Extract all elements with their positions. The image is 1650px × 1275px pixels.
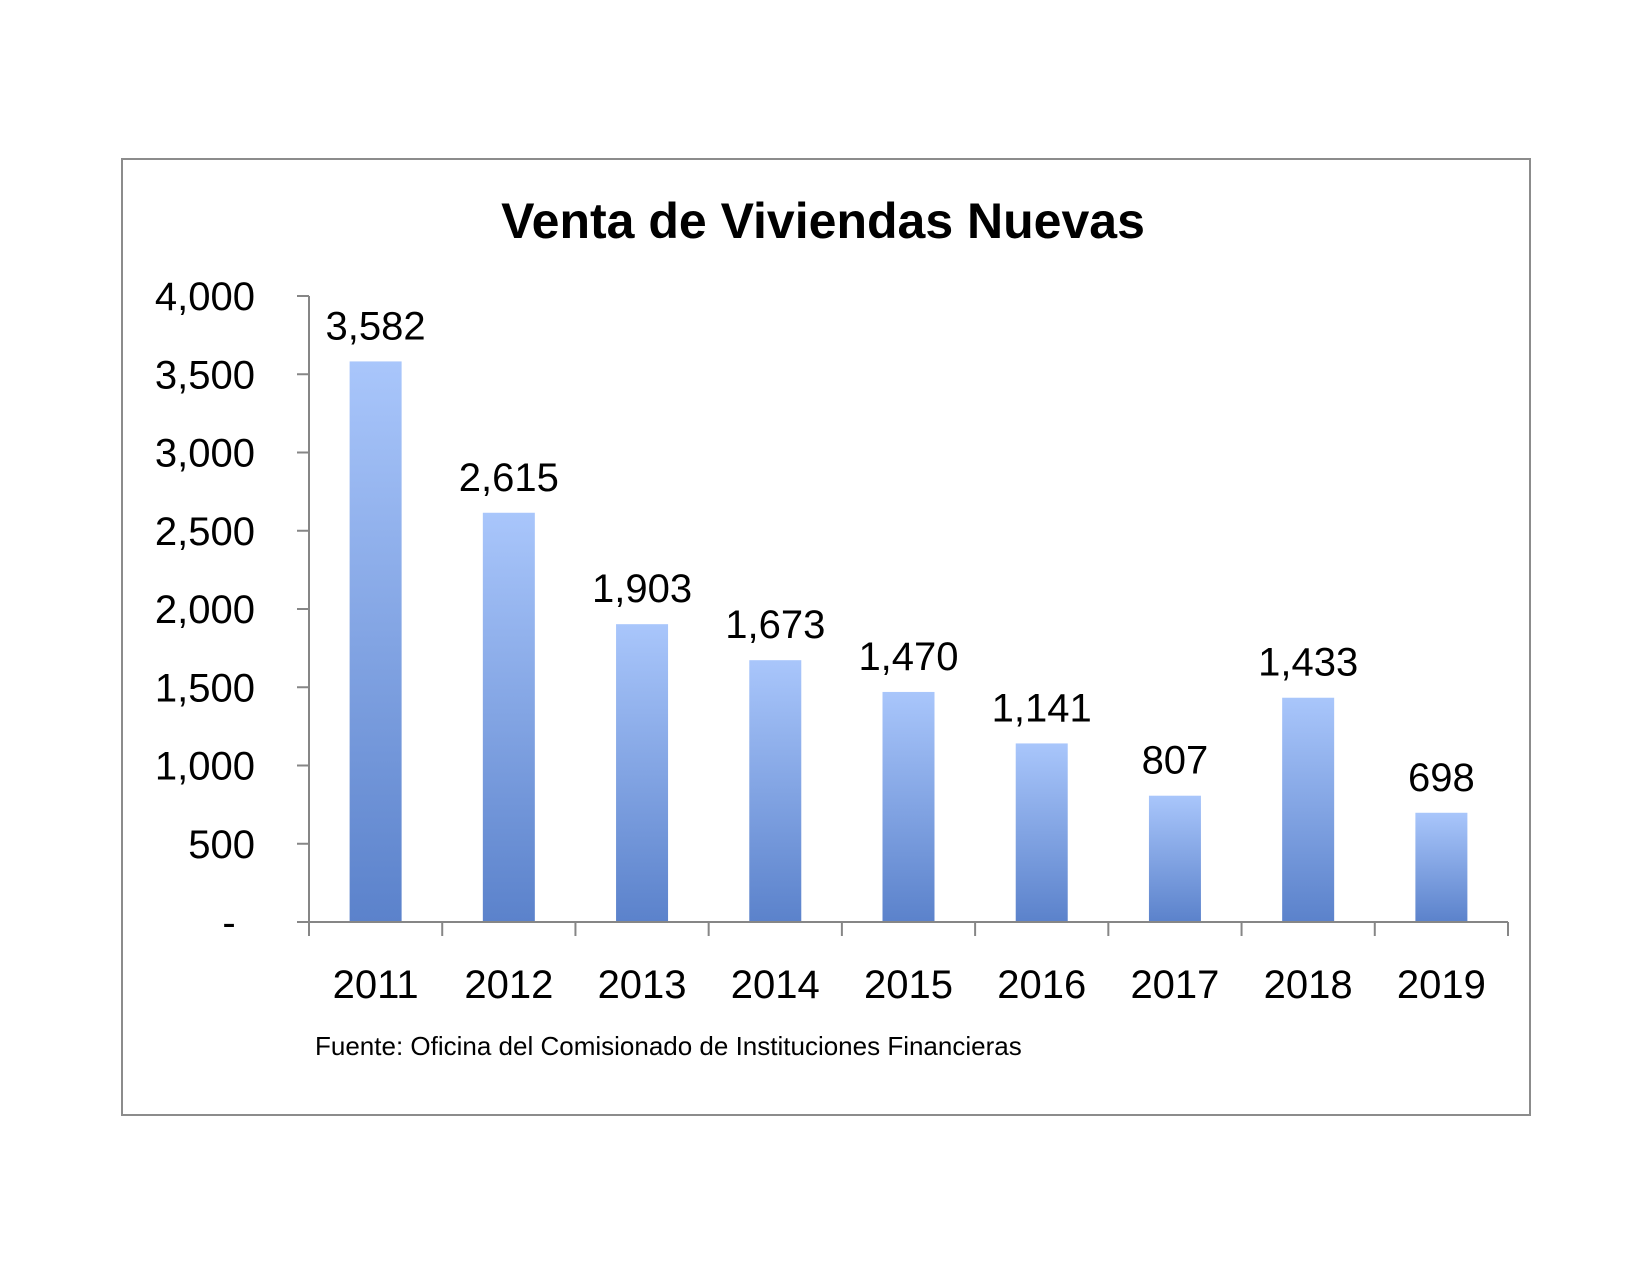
y-tick-label: 4,000 bbox=[155, 275, 255, 319]
y-tick-label: - bbox=[222, 901, 235, 945]
y-tick-label: 500 bbox=[188, 823, 255, 867]
x-axis: 2011 2012 2013 2014 2015 2016 2017 2018 2019 bbox=[297, 921, 1509, 1007]
y-axis: - 500 1,000 1,500 2,000 2,500 3,000 3,500 4,000 bbox=[155, 275, 310, 945]
bar-2018 bbox=[1282, 697, 1335, 922]
data-label-2017: 807 bbox=[1142, 739, 1209, 783]
x-tick-label-2018: 2018 bbox=[1264, 963, 1353, 1007]
data-label-2011: 3,582 bbox=[326, 304, 426, 348]
y-tick-label: 2,000 bbox=[155, 588, 255, 632]
y-tick-label: 3,500 bbox=[155, 353, 255, 397]
bar-2011 bbox=[349, 361, 402, 922]
x-tick-label-2019: 2019 bbox=[1397, 963, 1486, 1007]
data-labels: 3,582 2,615 1,903 1,673 1,470 1,141 807 1,433 69… bbox=[326, 304, 1475, 799]
data-label-2019: 698 bbox=[1408, 756, 1475, 800]
y-tick-label: 2,500 bbox=[155, 510, 255, 554]
y-tick-label: 1,500 bbox=[155, 666, 255, 710]
y-tick-label: 1,000 bbox=[155, 745, 255, 789]
data-label-2018: 1,433 bbox=[1258, 641, 1358, 685]
source-note: Fuente: Oficina del Comisionado de Insti… bbox=[315, 1031, 1022, 1061]
bar-2015 bbox=[882, 691, 935, 922]
x-tick-label-2013: 2013 bbox=[598, 963, 687, 1007]
bar-2014 bbox=[749, 660, 802, 922]
bar-2013 bbox=[616, 624, 669, 922]
bar-2016 bbox=[1015, 743, 1068, 922]
x-tick-label-2015: 2015 bbox=[864, 963, 953, 1007]
x-tick-label-2017: 2017 bbox=[1130, 963, 1219, 1007]
bar-chart: Venta de Viviendas Nuevas - 500 1,000 1,500… bbox=[155, 193, 1509, 1061]
x-tick-label-2011: 2011 bbox=[333, 963, 419, 1007]
data-label-2015: 1,470 bbox=[858, 635, 958, 679]
y-tick-label: 3,000 bbox=[155, 432, 255, 476]
chart-title: Venta de Viviendas Nuevas bbox=[501, 193, 1145, 249]
data-label-2016: 1,141 bbox=[992, 686, 1092, 730]
x-tick-label-2014: 2014 bbox=[731, 963, 820, 1007]
x-tick-label-2012: 2012 bbox=[464, 963, 553, 1007]
data-label-2014: 1,673 bbox=[725, 603, 825, 647]
x-tick-label-2016: 2016 bbox=[997, 963, 1086, 1007]
data-label-2013: 1,903 bbox=[592, 567, 692, 611]
chart-frame: Venta de Viviendas Nuevas - 500 1,000 1,500… bbox=[121, 158, 1531, 1116]
bars bbox=[349, 361, 1468, 922]
data-label-2012: 2,615 bbox=[459, 456, 559, 500]
bar-2017 bbox=[1148, 795, 1201, 922]
bar-2012 bbox=[482, 512, 535, 922]
bar-2019 bbox=[1415, 812, 1468, 922]
